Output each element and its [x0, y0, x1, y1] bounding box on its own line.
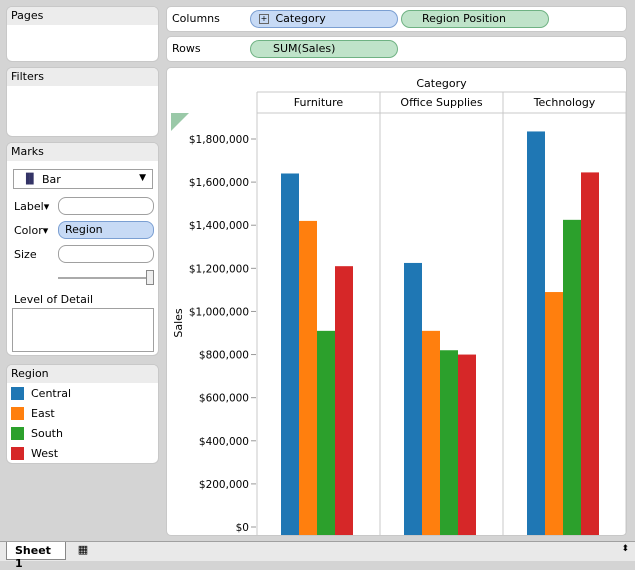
sheet-tab-bar: Sheet 1 ▦ ⬍ — [0, 541, 635, 570]
y-tick-label: $1,800,000 — [189, 134, 249, 146]
sheet-tab[interactable]: Sheet 1 — [6, 542, 66, 570]
size-field[interactable] — [58, 245, 154, 263]
legend-swatch — [11, 446, 24, 460]
columns-label: Columns — [172, 12, 220, 25]
category-header: Office Supplies — [400, 96, 482, 109]
category-pill-label: Category — [275, 12, 326, 25]
rows-shelf[interactable]: Rows SUM(Sales) — [166, 36, 627, 62]
mark-type-label: Bar — [42, 173, 61, 186]
filters-title: Filters — [7, 68, 158, 86]
category-pill[interactable]: + Category — [250, 10, 398, 28]
pages-panel[interactable]: Pages — [6, 6, 159, 62]
columns-shelf[interactable]: Columns + Category Region Position — [166, 6, 627, 32]
label-text: Label — [14, 200, 44, 213]
label-shelf-label[interactable]: Label▾ — [14, 200, 50, 213]
legend-swatch — [11, 426, 24, 440]
sheet-tab-label: Sheet 1 — [15, 544, 51, 570]
legend-item[interactable]: Central — [7, 383, 158, 403]
bar — [545, 292, 563, 535]
legend-item[interactable]: South — [7, 423, 158, 443]
detail-label: Level of Detail — [14, 293, 94, 306]
sum-sales-pill-label: SUM(Sales) — [273, 42, 336, 55]
y-tick-label: $1,200,000 — [189, 263, 249, 275]
legend-list: Central East South West — [7, 383, 158, 463]
region-position-pill[interactable]: Region Position — [401, 10, 549, 28]
pages-title: Pages — [7, 7, 158, 25]
legend-item[interactable]: West — [7, 443, 158, 463]
bar — [458, 354, 476, 535]
marks-panel: Marks ▐▌ Bar ▼ Label▾ Color▾ Region Size… — [6, 142, 159, 356]
bar — [422, 330, 440, 535]
region-position-pill-label: Region Position — [422, 12, 506, 25]
mark-type-dropdown[interactable]: ▐▌ Bar ▼ — [13, 169, 153, 189]
y-tick-label: $200,000 — [199, 479, 249, 491]
bar — [527, 131, 545, 535]
sum-sales-pill[interactable]: SUM(Sales) — [250, 40, 398, 58]
color-pill-region[interactable]: Region — [58, 221, 154, 239]
bar — [581, 172, 599, 535]
y-axis-label: Sales — [172, 308, 185, 338]
chevron-down-icon: ▼ — [139, 173, 146, 183]
bar — [281, 173, 299, 535]
detail-field[interactable] — [12, 308, 154, 352]
expand-icon[interactable]: + — [259, 14, 269, 24]
y-tick-label: $1,400,000 — [189, 220, 249, 232]
bar — [335, 266, 353, 535]
region-legend: Region Central East South West — [6, 364, 159, 464]
y-tick-label: $1,000,000 — [189, 306, 249, 318]
bar-chart-icon: ▐▌ — [22, 174, 38, 185]
scroll-arrows-icon[interactable]: ⬍ — [621, 544, 629, 554]
y-tick-label: $1,600,000 — [189, 177, 249, 189]
chart-view[interactable]: Category Furniture Office Supplies Technolo… — [166, 67, 627, 536]
legend-swatch — [11, 386, 24, 400]
category-header: Technology — [533, 96, 596, 109]
category-header: Furniture — [294, 96, 344, 109]
chart-title: Category — [416, 77, 467, 90]
new-sheet-icon: ▦ — [77, 543, 89, 556]
label-field[interactable] — [58, 197, 154, 215]
size-label: Size — [14, 248, 37, 261]
y-tick-label: $600,000 — [199, 393, 249, 405]
y-tick-label: $800,000 — [199, 350, 249, 362]
legend-label: East — [31, 406, 55, 420]
new-sheet-button[interactable]: ▦ — [72, 543, 94, 559]
bar-chart[interactable]: Category Furniture Office Supplies Technolo… — [167, 68, 626, 535]
bar — [563, 219, 581, 535]
bar — [299, 220, 317, 535]
bar — [440, 350, 458, 535]
size-slider[interactable] — [58, 270, 154, 285]
bar — [404, 262, 422, 535]
legend-label: Central — [31, 386, 72, 400]
filters-panel[interactable]: Filters — [6, 67, 159, 137]
color-shelf-label[interactable]: Color▾ — [14, 224, 49, 237]
marks-title: Marks — [7, 143, 158, 161]
y-tick-label: $0 — [236, 522, 249, 534]
legend-swatch — [11, 406, 24, 420]
y-tick-label: $400,000 — [199, 436, 249, 448]
bar — [317, 330, 335, 535]
legend-title: Region — [7, 365, 158, 383]
legend-label: South — [31, 426, 63, 440]
rows-label: Rows — [172, 42, 201, 55]
color-text: Color — [14, 224, 43, 237]
color-pill-label: Region — [65, 223, 103, 236]
corner-marker — [171, 113, 189, 131]
size-slider-handle[interactable] — [146, 270, 154, 285]
legend-item[interactable]: East — [7, 403, 158, 423]
legend-label: West — [31, 446, 59, 460]
